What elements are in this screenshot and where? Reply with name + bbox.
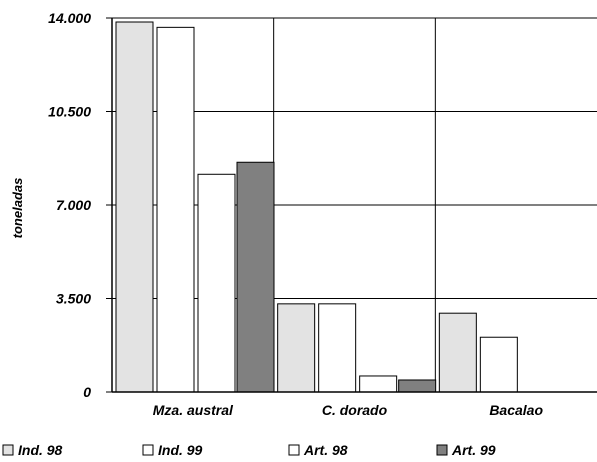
legend-label: Art. 99: [451, 442, 496, 458]
legend-label: Art. 98: [303, 442, 348, 458]
bar-ind-98-c-dorado: [277, 303, 316, 393]
bars: [115, 21, 518, 393]
category-label: Mza. austral: [153, 402, 234, 418]
bar-ind-98-bacalao: [438, 312, 477, 393]
bar-ind-99-c-dorado: [318, 303, 357, 393]
y-axis-label: toneladas: [10, 178, 25, 239]
y-tick-labels: 0 3.500 7.000 10.500 14.000: [48, 10, 91, 400]
legend-swatch: [142, 444, 154, 456]
category-label: C. dorado: [322, 402, 388, 418]
legend-swatch: [288, 444, 300, 456]
bar-ind-99-mza-austral: [156, 26, 195, 393]
bar-ind-98-mza-austral: [115, 21, 154, 393]
bar-art-99-c-dorado: [398, 379, 437, 393]
y-tick-label: 3.500: [56, 291, 91, 307]
y-tick-label: 10.500: [48, 104, 91, 120]
axes: [106, 17, 597, 393]
bar-art-99-mza-austral: [236, 161, 275, 393]
bar-ind-99-bacalao: [479, 336, 518, 393]
bar-art-98-c-dorado: [359, 375, 398, 393]
bar-art-98-mza-austral: [197, 173, 236, 393]
legend-label: Ind. 99: [158, 442, 203, 458]
category-labels: Mza. austral C. dorado Bacalao: [153, 402, 544, 418]
legend-swatch: [436, 444, 448, 456]
y-tick-label: 0: [83, 384, 91, 400]
legend: Ind. 98 Ind. 99 Art. 98 Art. 99: [2, 442, 496, 458]
y-tick-label: 14.000: [48, 10, 91, 26]
legend-swatch: [2, 444, 14, 456]
y-tick-label: 7.000: [56, 197, 91, 213]
legend-label: Ind. 98: [18, 442, 63, 458]
category-label: Bacalao: [489, 402, 543, 418]
